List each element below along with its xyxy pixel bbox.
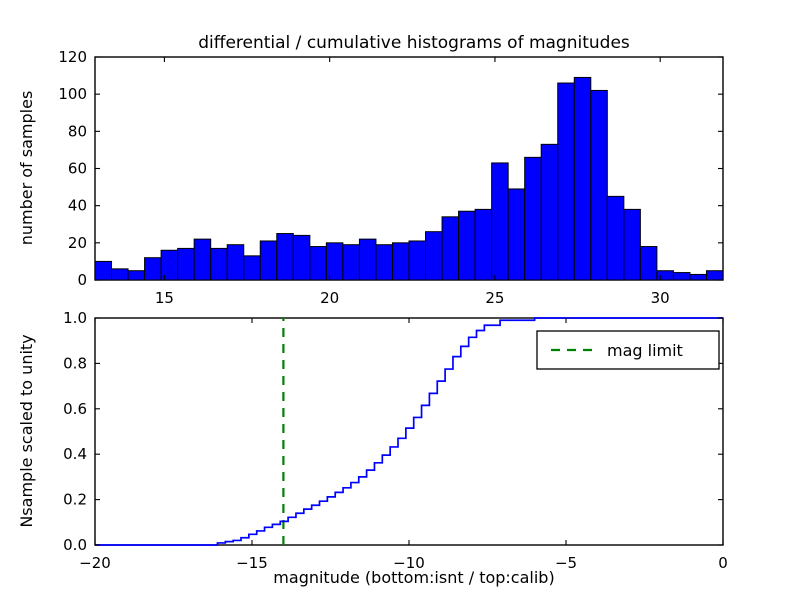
bottom-x-tick-label: 0 bbox=[718, 554, 728, 572]
figure-background bbox=[0, 0, 800, 600]
histogram-bar bbox=[359, 239, 376, 280]
histogram-bar bbox=[293, 235, 310, 280]
histogram-bar bbox=[310, 247, 327, 280]
histogram-bar bbox=[475, 209, 492, 280]
histogram-bar bbox=[690, 274, 707, 280]
histogram-bar bbox=[541, 144, 558, 280]
histogram-bar bbox=[607, 196, 624, 280]
histogram-bar bbox=[591, 90, 608, 280]
top-x-tick-label: 20 bbox=[320, 289, 339, 307]
top-y-tick-label: 0 bbox=[77, 271, 87, 289]
histogram-bar bbox=[112, 269, 129, 280]
bottom-y-tick-label: 0.2 bbox=[63, 491, 87, 509]
histogram-bar bbox=[640, 247, 657, 280]
chart-title: differential / cumulative histograms of … bbox=[198, 33, 630, 53]
top-y-tick-label: 100 bbox=[58, 85, 87, 103]
x-axis-label: magnitude (bottom:isnt / top:calib) bbox=[273, 568, 554, 587]
histogram-bar bbox=[442, 217, 459, 280]
histogram-bar bbox=[574, 77, 591, 280]
histogram-bar bbox=[277, 234, 294, 280]
histogram-bar bbox=[145, 258, 162, 280]
top-y-axis-label: number of samples bbox=[17, 91, 36, 246]
histogram-bar bbox=[244, 256, 261, 280]
bottom-x-tick-label: −5 bbox=[555, 554, 577, 572]
bottom-y-tick-label: 1.0 bbox=[63, 309, 87, 327]
histogram-bar bbox=[128, 271, 145, 280]
histogram-bar bbox=[426, 232, 443, 280]
histogram-bar bbox=[326, 243, 343, 280]
top-x-tick-label: 30 bbox=[651, 289, 670, 307]
top-y-tick-label: 20 bbox=[68, 234, 87, 252]
top-y-tick-label: 80 bbox=[68, 122, 87, 140]
histogram-bar bbox=[376, 245, 393, 280]
legend-label-mag-limit: mag limit bbox=[607, 341, 683, 360]
histogram-bar bbox=[673, 273, 690, 280]
top-x-tick-label: 15 bbox=[155, 289, 174, 307]
histogram-bar bbox=[211, 248, 228, 280]
bottom-y-tick-label: 0.0 bbox=[63, 536, 87, 554]
histogram-bar bbox=[194, 239, 211, 280]
histogram-bar bbox=[227, 245, 244, 280]
histogram-bar bbox=[657, 271, 674, 280]
bottom-x-tick-label: −15 bbox=[236, 554, 268, 572]
histogram-bar bbox=[409, 241, 426, 280]
bottom-y-tick-label: 0.6 bbox=[63, 400, 87, 418]
top-y-tick-label: 40 bbox=[68, 197, 87, 215]
histogram-bar bbox=[260, 241, 277, 280]
bottom-x-tick-label: −20 bbox=[79, 554, 111, 572]
histogram-bar bbox=[508, 189, 525, 280]
bottom-y-axis-label: Nsample scaled to unity bbox=[17, 334, 36, 527]
histogram-bar bbox=[95, 261, 112, 280]
histogram-bar bbox=[392, 243, 409, 280]
histogram-bar bbox=[343, 245, 360, 280]
histogram-bar bbox=[624, 209, 641, 280]
top-y-tick-label: 60 bbox=[68, 160, 87, 178]
matplotlib-figure: differential / cumulative histograms of … bbox=[0, 0, 800, 600]
histogram-bar bbox=[706, 271, 723, 280]
legend[interactable]: mag limit bbox=[537, 331, 719, 369]
histogram-bar bbox=[178, 248, 195, 280]
bottom-y-tick-label: 0.8 bbox=[63, 354, 87, 372]
histogram-bar bbox=[558, 83, 575, 280]
histogram-bar bbox=[492, 163, 509, 280]
top-x-tick-label: 25 bbox=[485, 289, 504, 307]
bottom-y-tick-label: 0.4 bbox=[63, 445, 87, 463]
histogram-bar bbox=[525, 157, 542, 280]
plot-canvas: differential / cumulative histograms of … bbox=[0, 0, 800, 600]
top-y-tick-label: 120 bbox=[58, 48, 87, 66]
histogram-bar bbox=[459, 211, 476, 280]
histogram-bar bbox=[161, 250, 178, 280]
